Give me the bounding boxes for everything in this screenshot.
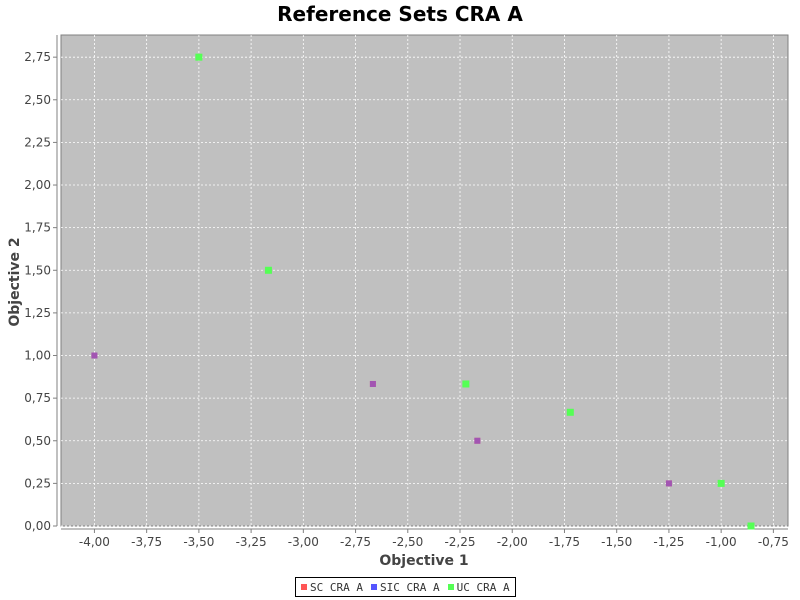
y-tick-label: 1,50: [24, 263, 51, 277]
x-axis-label: Objective 1: [379, 553, 468, 569]
chart-title: Reference Sets CRA A: [277, 2, 523, 26]
y-tick-label: 0,00: [24, 519, 51, 533]
x-tick-label: -4,00: [79, 535, 110, 549]
legend-item: SC CRA A: [301, 581, 363, 594]
x-tick-label: -0,75: [758, 535, 789, 549]
data-point: [474, 437, 481, 444]
y-tick-label: 2,25: [24, 135, 51, 149]
data-point: [264, 266, 272, 274]
y-tick-label: 1,25: [24, 306, 51, 320]
legend-item: UC CRA A: [447, 580, 510, 594]
y-tick-label: 1,75: [24, 221, 51, 235]
y-tick-label: 0,50: [24, 434, 51, 448]
x-tick-label: -2,25: [444, 535, 475, 549]
y-tick-label: 1,00: [24, 349, 51, 363]
legend-label: SIC CRA A: [379, 580, 440, 594]
data-point: [747, 522, 755, 530]
data-point: [717, 479, 725, 487]
data-point: [566, 408, 574, 416]
x-tick-label: -2,50: [392, 535, 423, 549]
data-point: [195, 53, 203, 61]
x-tick-label: -3,50: [183, 535, 214, 549]
legend-swatch: [370, 584, 377, 590]
data-point: [665, 480, 672, 487]
legend-swatch: [447, 584, 454, 590]
legend-swatch: [301, 584, 307, 590]
x-tick-label: -3,25: [236, 535, 267, 549]
x-tick-label: -1,75: [549, 535, 580, 549]
plot-background: [60, 34, 789, 527]
x-tick-label: -2,00: [497, 535, 528, 549]
y-axis-label: Objective 2: [7, 237, 23, 326]
data-point: [462, 380, 470, 388]
y-tick-label: 2,50: [24, 93, 51, 107]
data-point: [369, 380, 376, 387]
x-tick-label: -3,00: [288, 535, 319, 549]
legend-label: SC CRA A: [310, 580, 363, 594]
x-tick-label: -1,00: [706, 535, 737, 549]
y-tick-label: 0,25: [24, 476, 51, 490]
data-point: [91, 352, 98, 359]
x-tick-label: -1,25: [653, 535, 684, 549]
chart-legend: SC CRA A SIC CRA A UC CRA A: [295, 577, 516, 597]
x-tick-label: -2,75: [340, 535, 371, 549]
x-tick-label: -1,50: [601, 535, 632, 549]
y-tick-label: 2,00: [24, 178, 51, 192]
y-tick-label: 2,75: [24, 50, 51, 64]
y-tick-label: 0,75: [24, 391, 51, 405]
legend-label: UC CRA A: [456, 580, 510, 594]
plot-area: -4,00 -3,75 -3,50 -3,25 -3,00 -2,75 -2,50 -2,25…: [24, 34, 789, 549]
x-tick-label: -3,75: [131, 535, 162, 549]
legend-item: SIC CRA A: [370, 580, 440, 594]
